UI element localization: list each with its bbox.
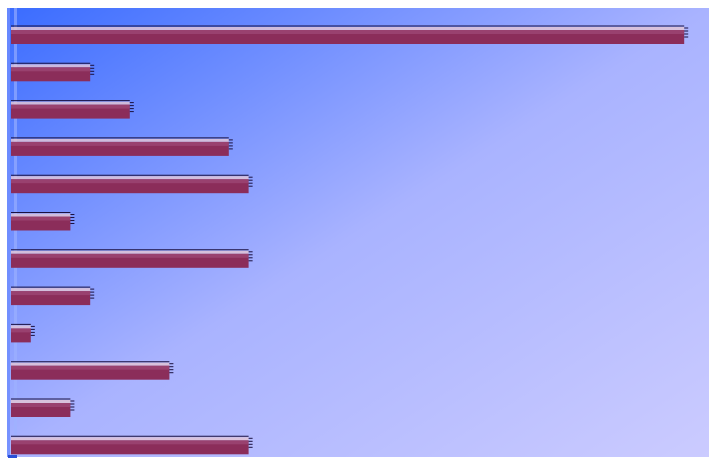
bar-shade (11, 104, 130, 109)
bar-highlight (11, 362, 170, 366)
bar (11, 435, 253, 455)
bar-highlight (11, 138, 229, 142)
bar (11, 62, 95, 82)
bar-shade (11, 30, 685, 34)
bar-highlight (11, 213, 71, 217)
bar-shade (11, 179, 249, 184)
axis-origin-marker (8, 455, 17, 458)
bar-shade (11, 253, 249, 258)
bar (11, 137, 233, 156)
bar-shade (11, 67, 91, 72)
bars-group (11, 25, 689, 455)
bar-highlight (11, 288, 91, 292)
plot-background (7, 8, 709, 457)
bar-shade (11, 440, 249, 445)
bar (11, 212, 75, 231)
bar-highlight (11, 250, 249, 254)
bar-highlight (11, 27, 685, 30)
bar-shade (11, 328, 31, 333)
bar-shade (11, 141, 229, 146)
bar (11, 100, 134, 119)
left-edge-highlight (14, 8, 17, 457)
bar-shade (11, 291, 91, 296)
bar-highlight (11, 437, 249, 441)
bar (11, 174, 253, 194)
left-edge-strip (7, 8, 10, 457)
bar (11, 249, 253, 268)
bar-highlight (11, 101, 130, 105)
bar-highlight (11, 400, 71, 403)
bar (11, 323, 35, 343)
bar-shade (11, 403, 71, 407)
bar-shade (11, 216, 71, 221)
bar (11, 361, 174, 380)
bar-highlight (11, 64, 91, 68)
bar (11, 286, 95, 306)
bar (11, 398, 75, 417)
bar-shade (11, 365, 170, 370)
bar-highlight (11, 325, 31, 329)
bar-highlight (11, 176, 249, 180)
bar (11, 25, 689, 44)
